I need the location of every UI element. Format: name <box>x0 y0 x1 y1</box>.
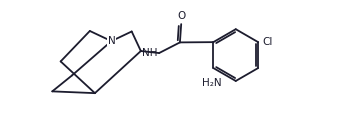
Text: O: O <box>177 11 185 21</box>
Text: N: N <box>108 36 115 46</box>
Text: H₂N: H₂N <box>202 78 222 88</box>
Text: NH: NH <box>142 48 157 58</box>
Text: Cl: Cl <box>263 37 273 47</box>
